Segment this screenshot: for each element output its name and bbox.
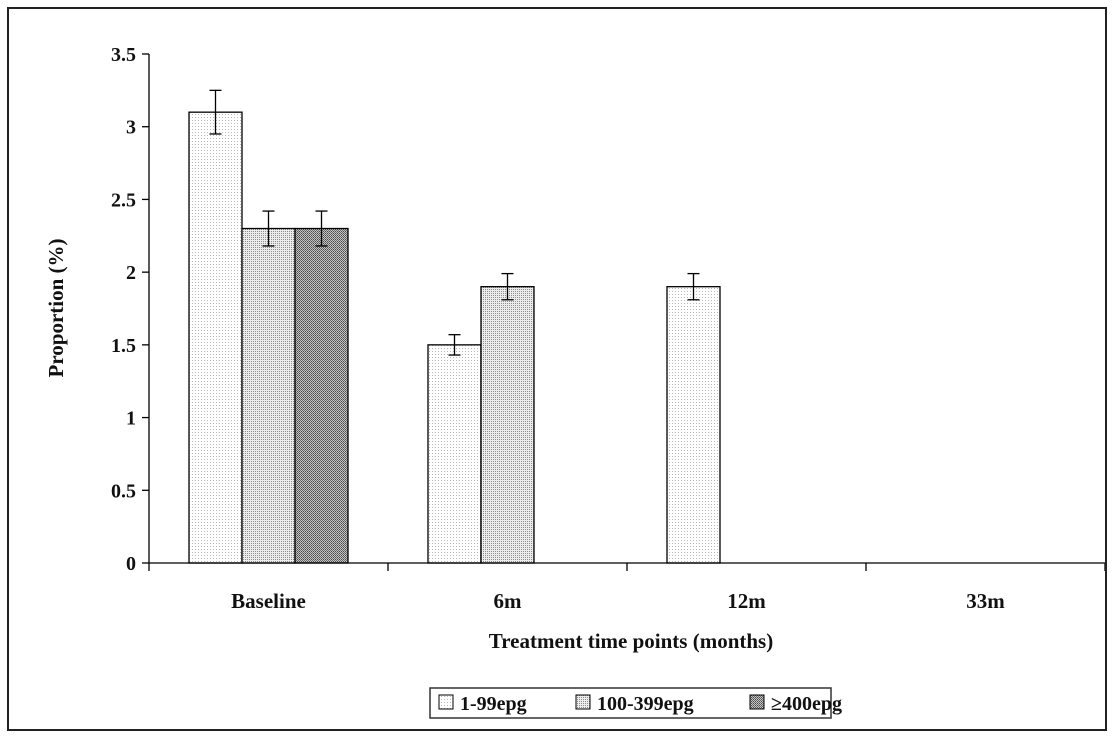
y-tick-label: 2.5 [111,189,136,211]
legend-item-≥400epg: ≥400epg [749,693,842,715]
y-axis-title: Proportion (%) [44,238,68,377]
x-tick-labels: Baseline 6m 12m 33m [231,589,1005,613]
bars-layer [188,111,721,564]
y-tick-label: 3.5 [111,44,136,66]
legend-swatch [438,694,454,710]
legend-label: 1-99epg [460,693,527,715]
x-tick-label: 33m [966,589,1005,613]
legend-swatch [575,694,591,710]
bar-1-99epg-12m [666,286,721,564]
y-tick-label: 1 [126,408,136,430]
legend-label: ≥400epg [771,693,842,715]
y-tick-label: 0.5 [111,480,136,502]
x-tick-label: 12m [727,589,766,613]
chart-frame: 0 0.5 1 1.5 2 2.5 3 3.5 Baseline 6m 12m 33m Treatm… [7,7,1107,731]
bar-1-99epg-6m [427,344,482,564]
error-bar-1-99epg-6m [448,334,461,356]
error-bar-1-99epg-Baseline [209,89,222,135]
bar-≥400epg-Baseline [294,227,349,564]
y-tick-labels: 0 0.5 1 1.5 2 2.5 3 3.5 [111,44,136,575]
error-bar-1-99epg-12m [687,272,700,301]
error-bar-100-399epg-6m [501,272,514,301]
error-bars-layer [209,89,700,356]
legend-items: 1-99epg 100-399epg ≥400epg [438,693,842,715]
error-bar-≥400epg-Baseline [315,210,328,247]
legend-item-1-99epg: 1-99epg [438,693,527,715]
bar-chart: 0 0.5 1 1.5 2 2.5 3 3.5 Baseline 6m 12m 33m Treatm… [44,44,1105,719]
bar-1-99epg-Baseline [188,111,243,564]
legend-item-100-399epg: 100-399epg [575,693,694,715]
bar-100-399epg-Baseline [241,227,296,564]
y-tick-label: 3 [126,117,136,139]
x-tick-label: 6m [494,589,523,613]
y-tick-label: 2 [126,262,136,284]
error-bar-100-399epg-Baseline [262,210,275,247]
legend: 1-99epg 100-399epg ≥400epg [429,687,842,719]
x-tick-label: Baseline [231,589,306,613]
y-tick-label: 0 [126,553,136,575]
legend-swatch [749,694,765,710]
bar-100-399epg-6m [480,286,535,564]
y-tick-label: 1.5 [111,335,136,357]
legend-label: 100-399epg [597,693,694,715]
x-axis-title: Treatment time points (months) [489,629,773,653]
axes-layer [142,53,1105,571]
